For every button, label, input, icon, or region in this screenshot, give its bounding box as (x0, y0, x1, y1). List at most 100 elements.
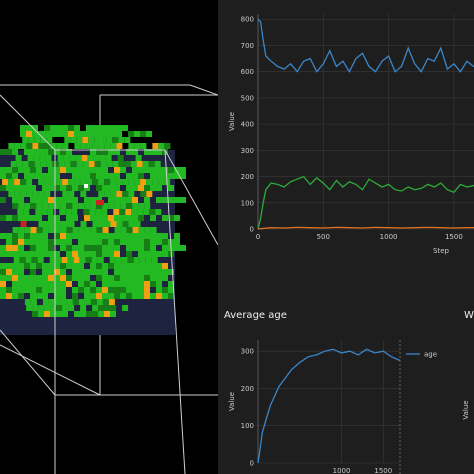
cell-voxel (98, 179, 105, 185)
cell-simulation-render[interactable] (0, 0, 218, 474)
cell-voxel (84, 227, 91, 233)
cell-voxel (138, 233, 144, 239)
cell-voxel (78, 227, 85, 233)
cell-voxel (0, 173, 6, 179)
cell-voxel (130, 161, 137, 167)
cell-voxel (82, 137, 89, 143)
cell-voxel (164, 143, 171, 149)
cell-voxel (126, 149, 132, 155)
cell-voxel (24, 227, 31, 233)
cell-voxel (32, 143, 39, 149)
wireframe-edge (189, 84, 218, 96)
cell-voxel (150, 239, 156, 245)
cell-voxel (48, 167, 54, 173)
cell-voxel (6, 167, 12, 173)
x-tick-label: 1000 (333, 467, 351, 474)
cell-voxel (60, 185, 66, 191)
cell-voxel (91, 257, 98, 263)
cell-voxel (74, 143, 81, 149)
cell-voxel (156, 275, 162, 281)
cell-voxel (98, 305, 105, 311)
cell-voxel (116, 143, 123, 149)
cell-voxel (18, 269, 24, 275)
cell-voxel (54, 215, 60, 221)
cell-voxel (24, 149, 30, 155)
cell-voxel (30, 293, 36, 299)
series-line-1 (257, 175, 474, 230)
cell-voxel (168, 197, 174, 203)
cell-voxel (114, 269, 120, 275)
cell-voxel (50, 179, 57, 185)
cell-voxel (30, 299, 37, 305)
cell-voxel (114, 293, 120, 299)
cell-voxel (30, 197, 36, 203)
cell-voxel (90, 287, 96, 293)
cell-voxel (168, 287, 174, 293)
cell-voxel (42, 269, 48, 275)
cell-voxel (69, 155, 76, 161)
cell-voxel (108, 203, 115, 209)
cell-voxel (30, 173, 36, 179)
cell-voxel (102, 233, 108, 239)
population-chart[interactable]: 0 100 200 300 400 500 600 700 800 0 500 1000 1500 Val… (218, 0, 474, 300)
cell-voxel (10, 161, 17, 167)
wireframe-edge (164, 149, 218, 246)
cell-voxel (70, 161, 77, 167)
cell-voxel (168, 215, 174, 221)
3d-viewport[interactable] (0, 0, 218, 474)
cell-voxel (102, 293, 108, 299)
cell-voxel (104, 221, 111, 227)
cell-voxel (112, 137, 119, 143)
cell-voxel (0, 215, 6, 221)
cell-voxel (73, 257, 80, 263)
cell-voxel (116, 179, 123, 185)
cell-voxel (24, 239, 30, 245)
cell-voxel (48, 149, 54, 155)
cell-voxel (102, 245, 108, 251)
cell-voxel (144, 263, 150, 269)
cell-voxel (126, 293, 132, 299)
cell-voxel (109, 257, 116, 263)
cell-voxel (66, 203, 73, 209)
cell-voxel (22, 161, 29, 167)
cell-voxel (150, 173, 156, 179)
cell-voxel (68, 125, 74, 131)
cell-voxel (132, 167, 138, 173)
cell-voxel (104, 305, 111, 311)
y-tick-label: 600 (241, 68, 254, 76)
cell-voxel (36, 263, 42, 269)
cell-voxel (22, 137, 29, 143)
cell-voxel (120, 275, 126, 281)
cell-voxel (110, 131, 116, 137)
cell-voxel (174, 173, 180, 179)
cell-voxel (156, 185, 162, 191)
cell-voxel (104, 191, 111, 197)
cell-voxel (90, 245, 96, 251)
cell-voxel (102, 263, 108, 269)
cell-voxel (48, 215, 54, 221)
cell-voxel (78, 275, 84, 281)
cell-voxel (50, 131, 56, 137)
wireframe-edge (0, 94, 56, 151)
cell-voxel (108, 275, 114, 281)
cell-voxel (162, 251, 168, 257)
cell-voxel (104, 125, 110, 131)
cell-voxel (6, 263, 12, 269)
cell-voxel (80, 143, 87, 149)
cell-voxel (114, 185, 120, 191)
cell-voxel (155, 209, 162, 215)
cell-voxel (138, 203, 145, 209)
cell-voxel (30, 239, 36, 245)
cell-voxel (66, 185, 72, 191)
cell-voxel (108, 281, 114, 287)
cell-voxel (32, 191, 39, 197)
cell-voxel (134, 179, 141, 185)
cell-voxel (132, 203, 139, 209)
cell-voxel (90, 215, 96, 221)
cell-voxel (48, 287, 54, 293)
cell-voxel (116, 131, 122, 137)
cell-voxel (48, 239, 54, 245)
cell-voxel (138, 215, 144, 221)
cell-voxel (36, 203, 43, 209)
